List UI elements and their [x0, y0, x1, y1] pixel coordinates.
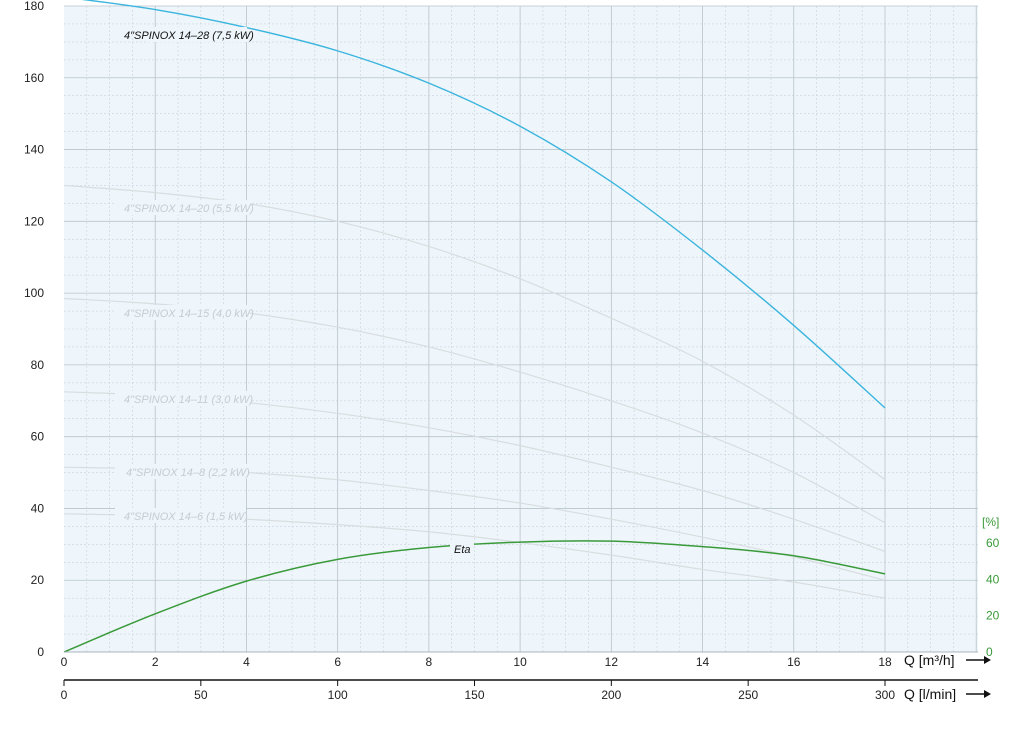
x-tick-label-m3h: 16: [787, 655, 801, 669]
arrow-right-icon: [984, 656, 991, 664]
y2-tick-label: 40: [986, 572, 1000, 586]
x-tick-label-lmin: 100: [328, 688, 348, 702]
eta-line: [63, 540, 886, 653]
arrow-right-icon: [984, 690, 991, 698]
x-tick-label-lmin: 200: [601, 688, 621, 702]
label-gap-2: [115, 305, 250, 320]
series-label-3: 4"SPINOX 14–11 (3,0 kW): [124, 394, 253, 406]
y-tick-label: 180: [24, 0, 44, 13]
series-line-0: [81, 0, 886, 409]
x-tick-label-lmin: 250: [738, 688, 758, 702]
minor-grid: [64, 6, 978, 652]
x-tick-label-lmin: 0: [61, 688, 68, 702]
series-label-1: 4"SPINOX 14–20 (5,5 kW): [124, 203, 254, 215]
x-unit-lmin: Q [l/min]: [904, 686, 956, 702]
x-tick-label-m3h: 18: [878, 655, 892, 669]
x-tick-label-m3h: 8: [426, 655, 433, 669]
y-tick-label: 100: [24, 286, 44, 300]
label-gap-0: [148, 27, 247, 42]
x-tick-label-lmin: 150: [464, 688, 484, 702]
x-tick-label-lmin: 300: [875, 688, 895, 702]
label-gap-4: [115, 464, 248, 479]
series-label-0: 4"SPINOX 14–28 (7,5 kW): [124, 30, 254, 42]
series-label-5: 4"SPINOX 14–6 (1,5 kW): [124, 511, 248, 523]
series-label-2: 4"SPINOX 14–15 (4,0 kW): [124, 308, 254, 320]
y-tick-label: 80: [31, 358, 45, 372]
label-gap-3: [115, 391, 250, 406]
y-tick-label: 40: [31, 501, 45, 515]
y-tick-label: 0: [37, 645, 44, 659]
x-tick-label-lmin: 50: [194, 688, 208, 702]
y2-unit-label: [%]: [982, 515, 999, 529]
x-tick-label-m3h: 4: [243, 655, 250, 669]
y-tick-label: 20: [31, 573, 45, 587]
label-gap-5: [115, 508, 246, 523]
eta-label-gap: [450, 541, 474, 555]
axes: 0 20 40 60 80 100 120 140 160 180 0 2 4 6 8 10 12 14 16 18 Q…: [24, 0, 1000, 702]
x-unit-m3h: Q [m³/h]: [904, 652, 955, 668]
y2-tick-label: 60: [986, 536, 1000, 550]
series-line-1: [63, 184, 886, 481]
series-label-4: 4"SPINOX 14–8 (2,2 kW): [126, 467, 250, 479]
y2-tick-label: 20: [986, 609, 1000, 623]
y2-tick-label: 0: [986, 645, 993, 659]
eta-label: Eta: [454, 544, 471, 556]
x-tick-label-m3h: 0: [61, 655, 68, 669]
y-tick-label: 160: [24, 71, 44, 85]
y-tick-label: 140: [24, 143, 44, 157]
x-tick-label-m3h: 12: [605, 655, 619, 669]
x-tick-label-m3h: 6: [334, 655, 341, 669]
x-tick-label-m3h: 14: [696, 655, 710, 669]
y-tick-label: 120: [24, 214, 44, 228]
x-tick-label-m3h: 2: [152, 655, 159, 669]
label-gap-1: [115, 200, 250, 215]
x-tick-label-m3h: 10: [513, 655, 527, 669]
y-tick-label: 60: [31, 430, 45, 444]
curve-labels: 4"SPINOX 14–28 (7,5 kW) 4"SPINOX 14–20 (5…: [115, 27, 474, 556]
